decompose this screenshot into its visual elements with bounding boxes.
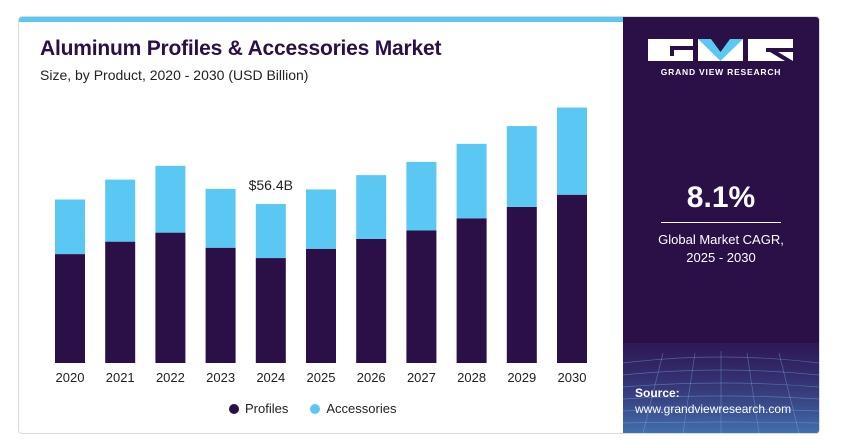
x-tick-label-2028: 2028 xyxy=(457,370,486,385)
bar-accessories-2022 xyxy=(155,165,186,233)
bar-profiles-2024 xyxy=(255,258,286,363)
bar-accessories-2028 xyxy=(456,143,487,219)
cagr-divider xyxy=(661,222,781,223)
x-tick-label-2020: 2020 xyxy=(56,370,85,385)
logo-block-r xyxy=(748,39,793,61)
bar-profiles-2028 xyxy=(456,218,487,363)
logo-block-v xyxy=(698,39,743,61)
bar-profiles-2025 xyxy=(306,248,336,363)
cagr-label: Global Market CAGR, 2025 - 2030 xyxy=(623,231,819,267)
bar-accessories-2020 xyxy=(55,199,85,255)
x-tick-label-2030: 2030 xyxy=(558,370,587,385)
bar-accessories-2024 xyxy=(255,204,286,259)
cagr-label-line1: Global Market CAGR, xyxy=(658,232,784,247)
x-tick-label-2025: 2025 xyxy=(307,370,336,385)
legend-item-profiles: Profiles xyxy=(229,401,288,416)
brand-name: GRAND VIEW RESEARCH xyxy=(660,67,782,77)
bar-profiles-2020 xyxy=(55,254,85,363)
x-tick-label-2026: 2026 xyxy=(357,370,386,385)
legend-swatch-profiles xyxy=(229,403,239,414)
cagr-label-line2: 2025 - 2030 xyxy=(686,250,756,265)
decorative-wave-graphic xyxy=(623,343,819,433)
x-tick-label-2023: 2023 xyxy=(206,370,235,385)
sidebar-panel: GRAND VIEW RESEARCH 8.1% Global Market C… xyxy=(623,17,819,433)
bar-profiles-2029 xyxy=(506,206,537,363)
legend-label-accessories: Accessories xyxy=(326,401,397,416)
logo-block-g xyxy=(648,39,693,61)
source-label: Source: xyxy=(635,386,680,400)
bar-accessories-2030 xyxy=(557,107,587,195)
bar-accessories-2021 xyxy=(105,179,136,242)
x-tick-label-2029: 2029 xyxy=(507,370,536,385)
bar-profiles-2022 xyxy=(155,232,186,363)
bar-accessories-2029 xyxy=(506,126,537,207)
x-tick-label-2027: 2027 xyxy=(407,370,436,385)
stacked-bar-chart: 2020 2021 2022 2023 2024 2025 2026 2027 2028 2029… xyxy=(55,107,587,385)
legend-label-profiles: Profiles xyxy=(245,401,289,416)
legend-item-accessories: Accessories xyxy=(310,401,396,416)
chart-subtitle: Size, by Product, 2020 - 2030 (USD Billi… xyxy=(40,67,309,83)
bar-accessories-2025 xyxy=(306,189,336,249)
bar-profiles-2023 xyxy=(205,247,236,363)
bar-profiles-2021 xyxy=(105,241,136,363)
bar-profiles-2030 xyxy=(557,194,587,363)
chart-title: Aluminum Profiles & Accessories Market xyxy=(40,37,442,60)
grand-view-research-logo: GRAND VIEW RESEARCH xyxy=(648,39,794,77)
bar-profiles-2027 xyxy=(406,230,437,363)
cagr-value: 8.1% xyxy=(686,181,756,214)
x-tick-label-2022: 2022 xyxy=(156,370,185,385)
bar-accessories-2027 xyxy=(406,161,437,231)
x-tick-label-2024: 2024 xyxy=(256,370,285,385)
chart-legend: Profiles Accessories xyxy=(229,401,396,416)
infographic-card: Aluminum Profiles & Accessories Market S… xyxy=(18,16,820,434)
data-label-2024: $56.4B xyxy=(249,177,293,193)
legend-swatch-accessories xyxy=(310,403,321,414)
x-tick-label-2021: 2021 xyxy=(106,370,135,385)
source-block: Source: www.grandviewresearch.com xyxy=(635,385,791,417)
bar-accessories-2023 xyxy=(205,188,236,248)
top-accent-strip xyxy=(19,17,623,22)
source-url[interactable]: www.grandviewresearch.com xyxy=(635,402,792,416)
bar-accessories-2026 xyxy=(356,175,387,239)
bar-profiles-2026 xyxy=(356,238,387,363)
